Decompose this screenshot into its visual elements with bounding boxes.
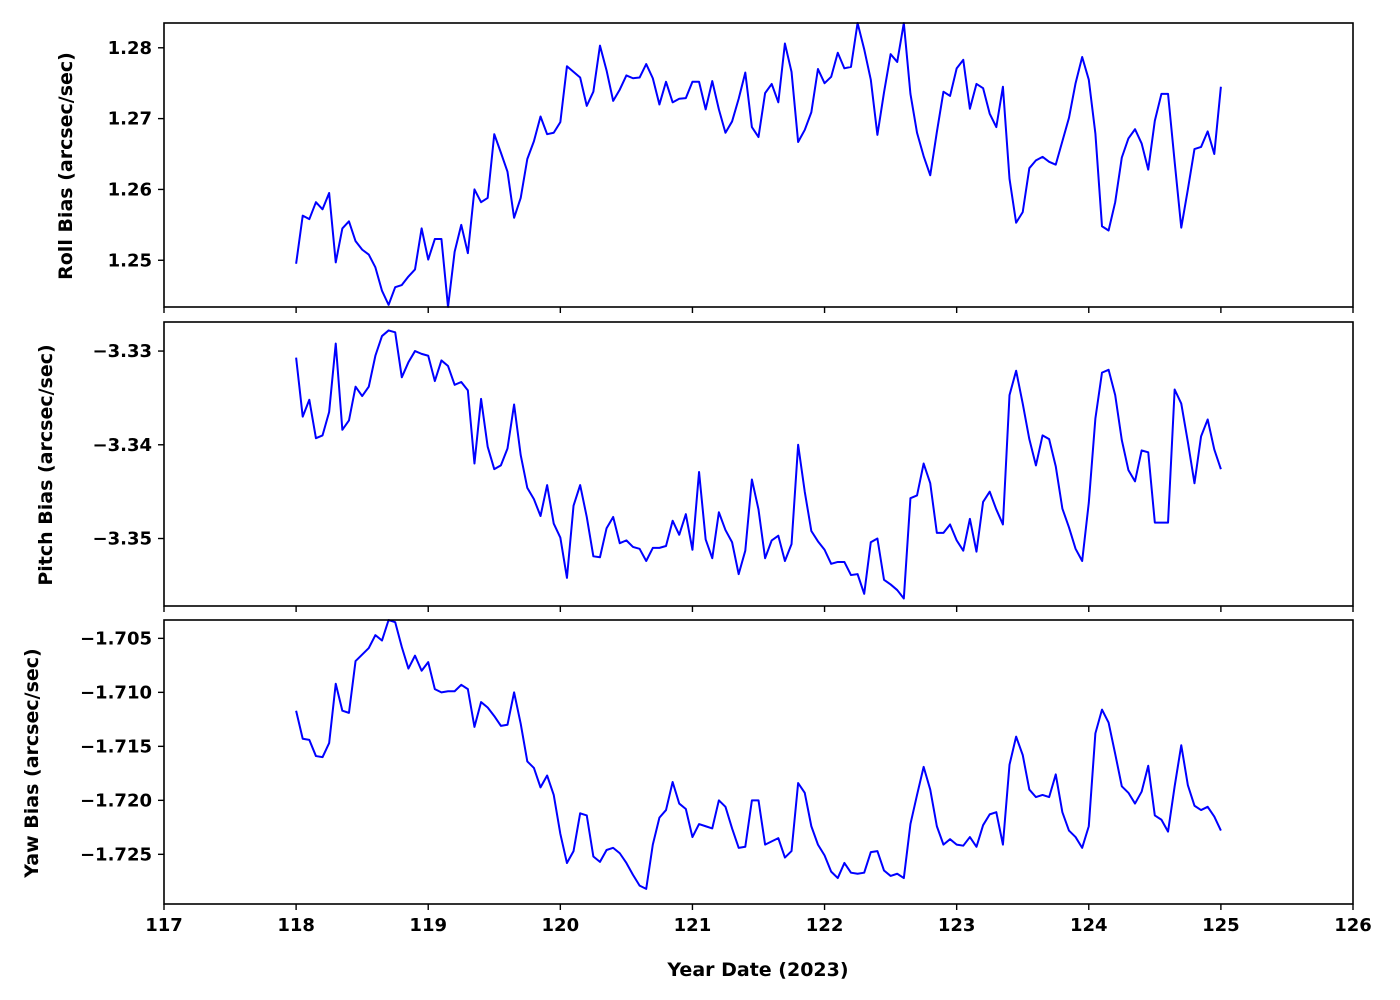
roll-y-tick-label: 1.26 xyxy=(108,179,152,200)
x-axis-label: Year Date (2023) xyxy=(666,959,848,981)
x-tick-label: 117 xyxy=(145,915,183,936)
yaw-series-line xyxy=(295,619,1222,890)
panel-yaw: Yaw Bias (arcsec/sec) xyxy=(21,648,43,878)
pitch-y-tick-label: −3.33 xyxy=(93,341,153,362)
roll-y-axis-label: Roll Bias (arcsec/sec) xyxy=(55,52,77,280)
x-tick-label: 126 xyxy=(1334,915,1372,936)
yaw-y-tick-label: −1.710 xyxy=(80,682,152,703)
x-tick-label: 124 xyxy=(1070,915,1108,936)
yaw-y-axis-label: Yaw Bias (arcsec/sec) xyxy=(21,648,43,878)
x-tick-label: 121 xyxy=(674,915,712,936)
pitch-series-line xyxy=(295,329,1222,600)
chart-marks: 1.25 1.26 1.27 1.28 −3.35 −3.34 −3.33 −1.725 −1.… xyxy=(80,22,1372,936)
yaw-y-tick-label: −1.705 xyxy=(80,628,152,649)
x-tick-label: 125 xyxy=(1202,915,1240,936)
x-tick-label: 118 xyxy=(277,915,315,936)
roll-y-tick-label: 1.25 xyxy=(108,250,152,271)
x-tick-label: 120 xyxy=(542,915,580,936)
roll-y-tick-label: 1.28 xyxy=(108,38,152,59)
x-tick-label: 123 xyxy=(938,915,976,936)
x-tick-label: 119 xyxy=(409,915,447,936)
yaw-y-tick-label: −1.720 xyxy=(80,790,152,811)
panel-pitch: Pitch Bias (arcsec/sec) xyxy=(35,344,57,585)
pitch-y-tick-label: −3.35 xyxy=(93,529,153,550)
pitch-y-tick-label: −3.34 xyxy=(93,435,153,456)
roll-plot-frame xyxy=(163,22,1354,308)
roll-series-line xyxy=(295,22,1222,308)
x-tick-label: 122 xyxy=(806,915,844,936)
roll-y-tick-label: 1.27 xyxy=(108,109,152,130)
pitch-y-axis-label: Pitch Bias (arcsec/sec) xyxy=(35,344,57,585)
yaw-y-tick-label: −1.715 xyxy=(80,736,152,757)
yaw-y-tick-label: −1.725 xyxy=(80,844,152,865)
pitch-plot-frame xyxy=(163,321,1354,607)
panel-roll: Roll Bias (arcsec/sec) xyxy=(55,52,77,280)
yaw-plot-frame xyxy=(163,619,1354,905)
